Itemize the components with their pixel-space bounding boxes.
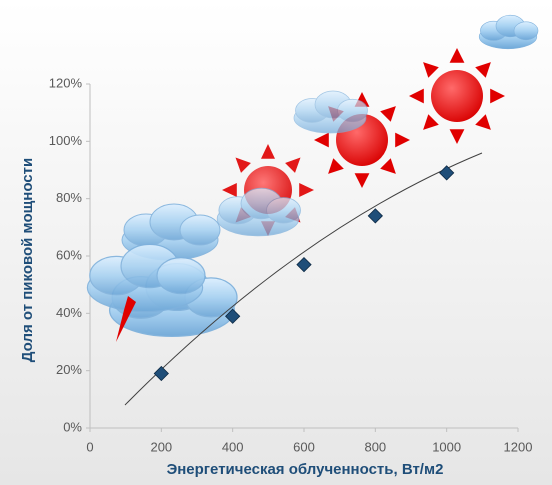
y-tick-label: 60% — [56, 247, 82, 262]
x-tick-label: 0 — [86, 439, 93, 454]
sun-ray — [235, 157, 251, 173]
y-tick-label: 0% — [63, 419, 82, 434]
y-tick-label: 100% — [49, 133, 83, 148]
sun-ray — [395, 132, 410, 148]
sun-ray — [222, 183, 237, 197]
y-tick-label: 80% — [56, 190, 82, 205]
x-tick-label: 600 — [293, 439, 315, 454]
x-axis-title: Энергетическая облученность, Вт/м2 — [167, 461, 444, 478]
point — [153, 365, 169, 382]
sun-ray — [299, 183, 314, 197]
sun-ray — [261, 144, 275, 159]
x-tick-label: 800 — [364, 439, 386, 454]
lightning — [116, 296, 136, 342]
trend-line — [124, 152, 483, 406]
sun-ray — [475, 114, 491, 130]
sun-ray — [449, 129, 465, 144]
sun-disc — [431, 70, 483, 122]
y-axis-title: Доля от пиковой мощности — [19, 158, 36, 362]
x-tick-label: 400 — [222, 439, 244, 454]
point — [439, 165, 455, 181]
sun-ray — [409, 88, 424, 104]
y-tick-label: 120% — [49, 75, 83, 90]
x-tick-label: 1200 — [504, 439, 533, 454]
sun-ray — [380, 158, 396, 174]
sun-ray — [328, 158, 344, 174]
x-tick-label: 1000 — [432, 439, 461, 454]
sun-ray — [490, 88, 505, 104]
sun-ray — [449, 48, 465, 63]
sun-ray — [423, 114, 439, 130]
sun-ray — [380, 106, 396, 122]
sun-ray — [285, 157, 301, 173]
sun-ray — [423, 62, 439, 78]
sun-ray — [354, 173, 370, 188]
y-tick-label: 40% — [56, 305, 82, 320]
point — [296, 256, 312, 273]
sun — [409, 48, 505, 144]
x-tick-label: 200 — [150, 439, 172, 454]
y-tick-label: 20% — [56, 362, 82, 377]
decoration — [86, 14, 539, 342]
sun-ray — [475, 62, 491, 78]
point — [367, 208, 383, 224]
sun-ray — [314, 132, 329, 148]
point — [225, 308, 241, 324]
